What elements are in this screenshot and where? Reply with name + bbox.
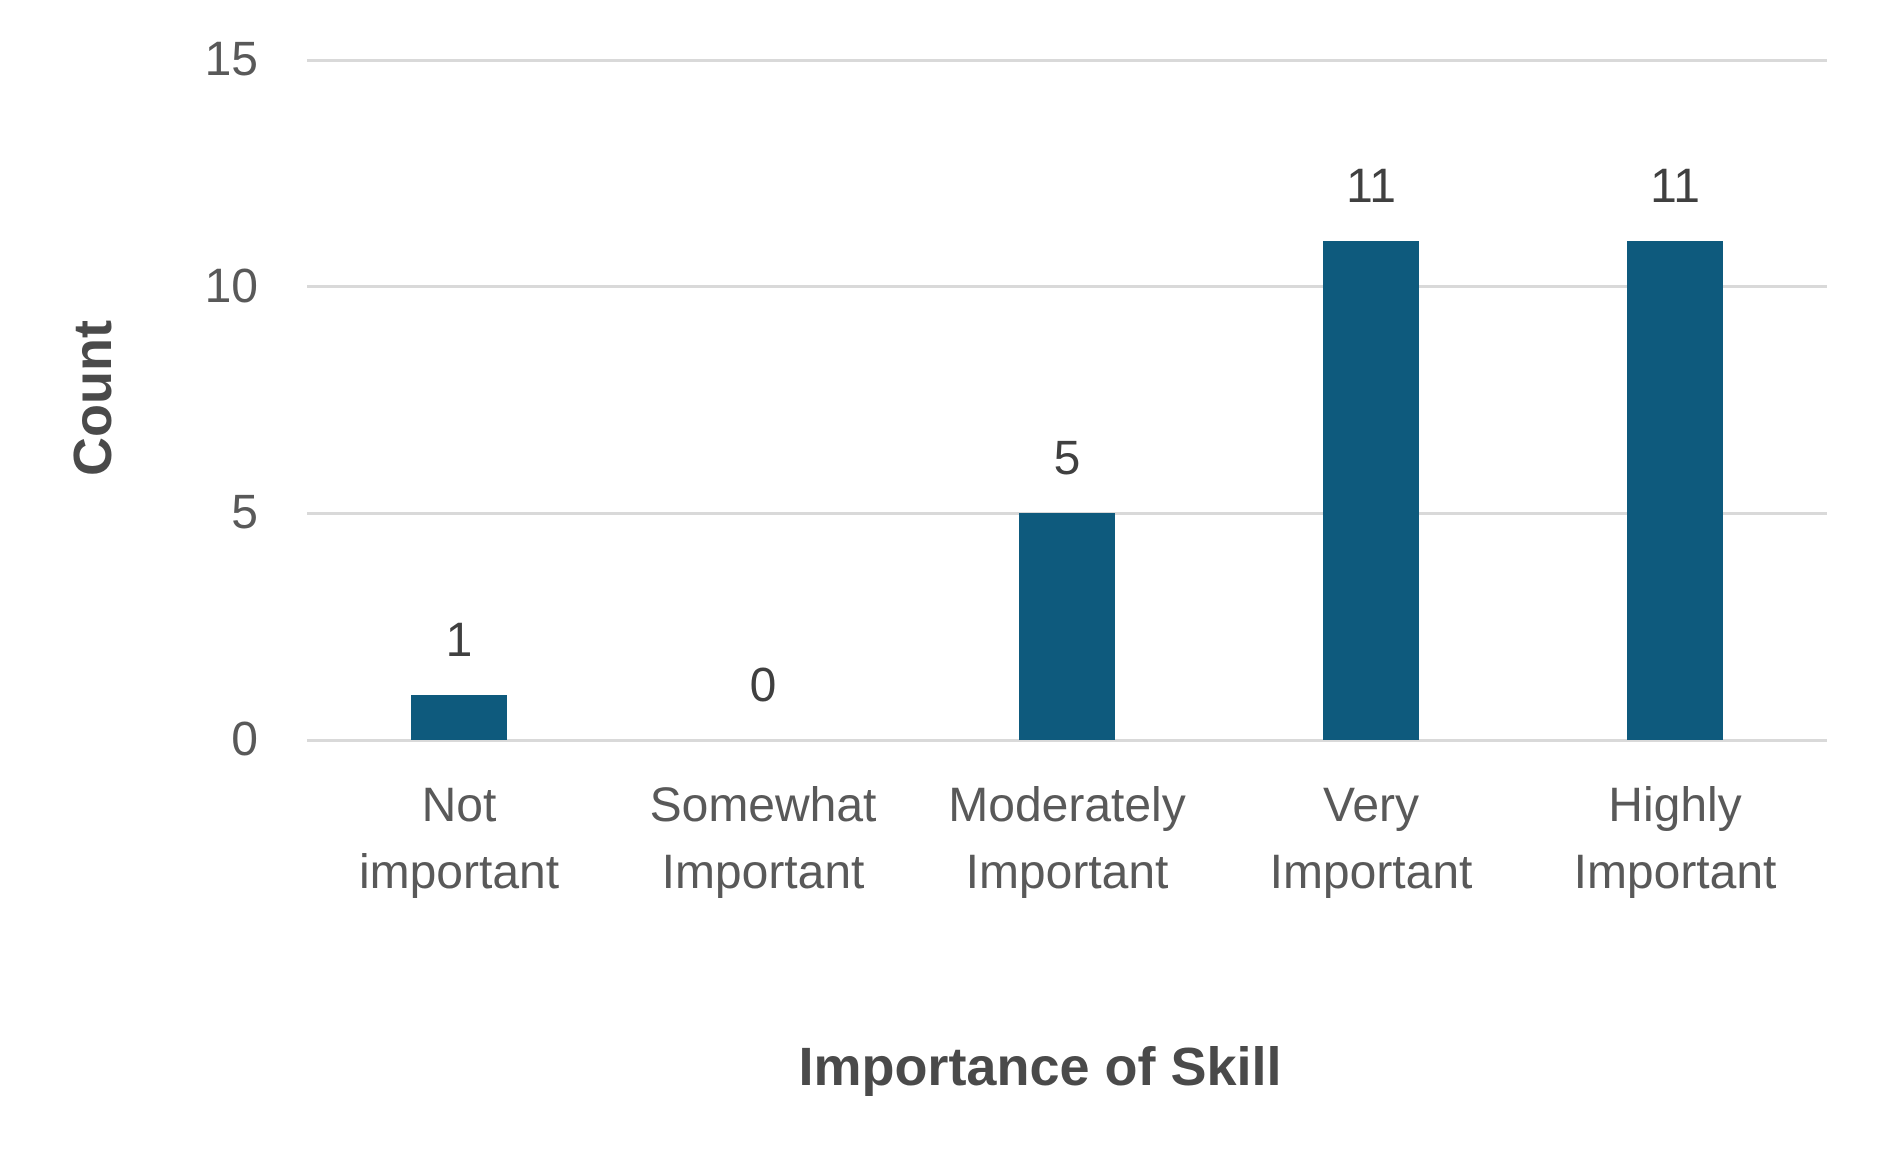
y-tick-label-0: 0 <box>231 713 258 766</box>
x-category-label-highly-important: Highly Important <box>1573 779 1777 900</box>
plot-area: 0 5 10 15 1 0 5 11 11 <box>205 36 1827 764</box>
gridline-y-10 <box>307 285 1827 289</box>
gridline-y-0 <box>307 738 1827 742</box>
gridline-y-5 <box>307 511 1827 515</box>
bar-very-important <box>1323 241 1419 740</box>
gridline-y-15 <box>307 58 1827 62</box>
x-axis-title: Importance of Skill <box>798 1037 1282 1097</box>
bar-value-label-moderately-important: 5 <box>1053 432 1081 486</box>
x-category-label-moderately-important: Moderately Important <box>948 779 1186 900</box>
bar-not-important <box>411 694 507 740</box>
bar-highly-important <box>1627 241 1723 740</box>
y-tick-label-10: 10 <box>204 259 258 313</box>
bar-value-label-not-important: 1 <box>445 613 473 667</box>
y-tick-label-5: 5 <box>231 486 258 540</box>
y-tick-label-15: 15 <box>204 33 258 86</box>
x-category-label-not-important: Not important <box>358 779 560 900</box>
x-category-label-somewhat-important: Somewhat Important <box>649 779 877 900</box>
y-axis-title: Count <box>63 320 123 476</box>
bar-moderately-important <box>1019 513 1115 740</box>
bar-value-label-highly-important: 11 <box>1650 160 1700 214</box>
bar-value-label-very-important: 11 <box>1346 160 1396 214</box>
bar-value-label-somewhat-important: 0 <box>749 659 777 712</box>
x-category-label-very-important: Very Important <box>1269 779 1473 900</box>
